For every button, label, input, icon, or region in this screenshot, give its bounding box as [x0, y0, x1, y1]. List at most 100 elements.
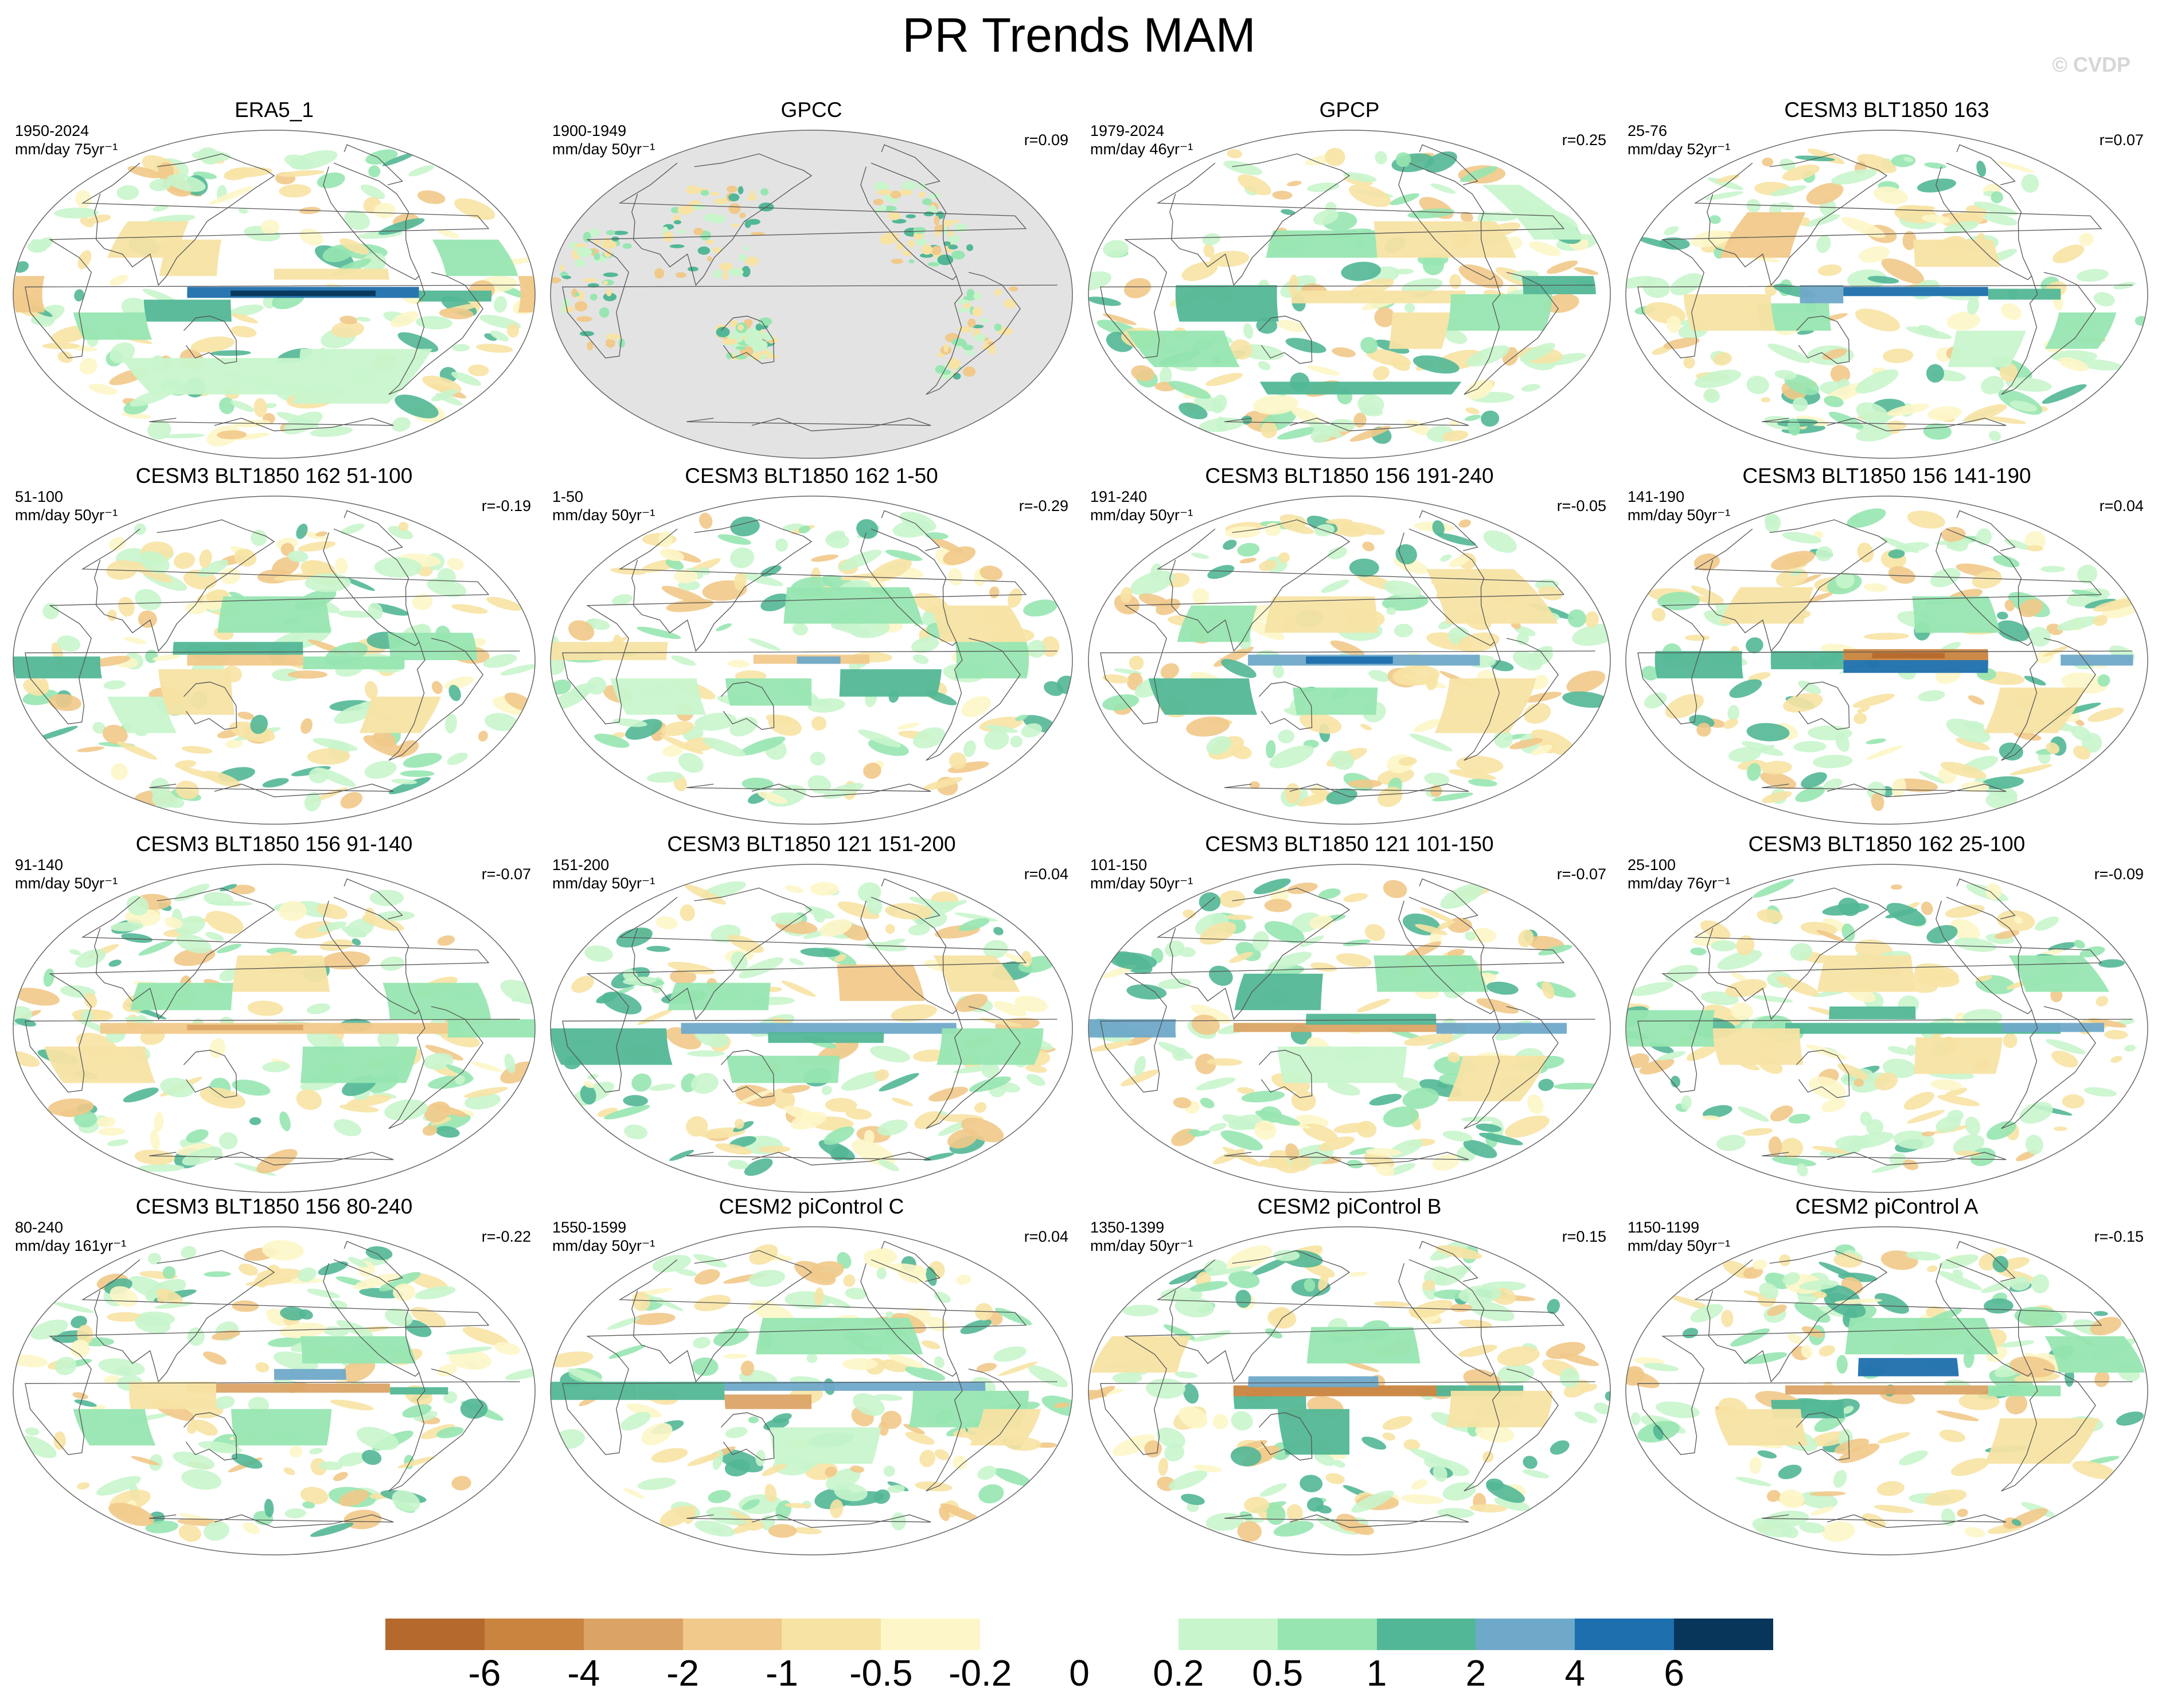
- trend-blob: [1783, 693, 1823, 713]
- coastline: [926, 638, 1021, 761]
- trend-blob: [1457, 632, 1500, 653]
- trend-blob: [2003, 1033, 2017, 1048]
- trend-blob: [1208, 965, 1233, 986]
- trend-blob: [1964, 1527, 1985, 1538]
- trend-blob: [1244, 1496, 1269, 1514]
- coastline: [686, 418, 931, 431]
- trend-blob: [14, 988, 60, 1006]
- trend-blob: [1782, 1272, 1800, 1285]
- trend-blob: [2025, 1134, 2043, 1155]
- trend-blob: [1272, 190, 1293, 200]
- trend-band: [1912, 596, 2000, 633]
- trend-blob: [1799, 1522, 1825, 1534]
- trend-blob: [1815, 546, 1833, 561]
- trend-blob: [2134, 315, 2148, 326]
- trend-blob: [1716, 174, 1740, 183]
- trend-blob: [1888, 566, 1915, 584]
- trend-blob: [2026, 545, 2043, 552]
- trend-blob: [2113, 282, 2136, 290]
- trend-blob: [1566, 670, 1606, 693]
- coastline: [1796, 681, 1850, 730]
- trend-band: [1785, 1023, 2061, 1034]
- trend-blob: [902, 181, 916, 191]
- trend-blob: [728, 1160, 748, 1169]
- trend-blob: [966, 244, 973, 251]
- trend-blob: [1437, 533, 1476, 546]
- trend-blob: [359, 1288, 404, 1298]
- trend-blob: [1807, 149, 1845, 165]
- trend-blob: [1696, 723, 1711, 737]
- trend-blob: [1652, 607, 1666, 622]
- trend-blob: [1641, 666, 1659, 681]
- panel-units: mm/day 50yr⁻¹: [552, 141, 655, 158]
- trend-blob: [486, 596, 522, 611]
- trend-band: [724, 1382, 986, 1391]
- trend-blob: [1863, 583, 1888, 592]
- trend-blob: [1027, 639, 1046, 658]
- trend-blob: [1847, 508, 1886, 528]
- trend-blob: [1260, 1483, 1287, 1497]
- trend-blob: [953, 1455, 967, 1470]
- trend-blob: [725, 1426, 748, 1438]
- trend-blob: [30, 1319, 68, 1340]
- trend-band: [726, 1055, 840, 1083]
- trend-blob: [766, 714, 793, 726]
- trend-blob: [1265, 921, 1305, 943]
- coastline: [1935, 162, 2032, 280]
- trend-blob: [1903, 157, 1914, 162]
- trend-blob: [1239, 557, 1256, 564]
- trend-blob: [138, 939, 175, 956]
- trend-blob: [298, 541, 336, 552]
- trend-blob: [231, 884, 256, 895]
- colorbar-tick-label: 0.2: [1153, 1652, 1204, 1694]
- trend-blob: [1762, 157, 1774, 167]
- coastline: [1224, 418, 1469, 431]
- trend-blob: [1430, 183, 1456, 194]
- trend-blob: [92, 722, 106, 734]
- trend-blob: [1823, 778, 1843, 791]
- trend-blob: [1999, 362, 2018, 382]
- trend-blob: [280, 1307, 306, 1321]
- trend-blob: [1856, 424, 1895, 442]
- trend-blob: [1191, 1015, 1220, 1035]
- coastline: [1100, 1259, 1595, 1455]
- map-panel: CESM3 BLT1850 156 80-240 80-240 mm/day 161…: [5, 1194, 544, 1561]
- trend-blob: [287, 551, 309, 563]
- trend-blob: [1795, 786, 1825, 802]
- trend-blob: [27, 240, 48, 253]
- trend-band: [1264, 596, 1378, 633]
- trend-blob: [1881, 258, 1925, 284]
- coastline: [1169, 519, 1351, 652]
- trend-blob: [451, 1476, 471, 1491]
- coastline: [1169, 153, 1351, 286]
- trend-blob: [576, 316, 592, 322]
- trend-blob: [19, 1436, 57, 1459]
- trend-blob: [1336, 953, 1372, 968]
- trend-blob: [1227, 149, 1243, 158]
- trend-band: [725, 678, 811, 706]
- panel-title: CESM3 BLT1850 156 80-240: [135, 1195, 413, 1218]
- trend-blob: [814, 1287, 824, 1306]
- trend-blob: [126, 895, 149, 916]
- trend-blob: [331, 321, 365, 338]
- trend-blob: [927, 1316, 948, 1332]
- map-panel: CESM3 BLT1850 162 25-100 25-100 mm/day 76y…: [1617, 832, 2156, 1199]
- trend-blob: [1835, 1135, 1871, 1151]
- coastline: [562, 1259, 1057, 1455]
- coastline: [686, 783, 931, 797]
- trend-band: [1654, 651, 1743, 678]
- trend-blob: [1130, 570, 1174, 595]
- trend-blob: [408, 1273, 448, 1290]
- trend-band: [1829, 1006, 1916, 1020]
- trend-blob: [1008, 588, 1022, 608]
- panel-title: CESM2 piControl A: [1795, 1195, 1979, 1218]
- trend-blob: [954, 223, 967, 233]
- trend-blob: [587, 341, 594, 350]
- trend-blob: [422, 1125, 438, 1136]
- trend-blob: [48, 693, 81, 711]
- trend-blob: [1009, 286, 1018, 292]
- trend-blob: [124, 1016, 154, 1024]
- panel-units: mm/day 50yr⁻¹: [1628, 506, 1731, 524]
- trend-blob: [1886, 420, 1907, 430]
- trend-blob: [412, 594, 433, 610]
